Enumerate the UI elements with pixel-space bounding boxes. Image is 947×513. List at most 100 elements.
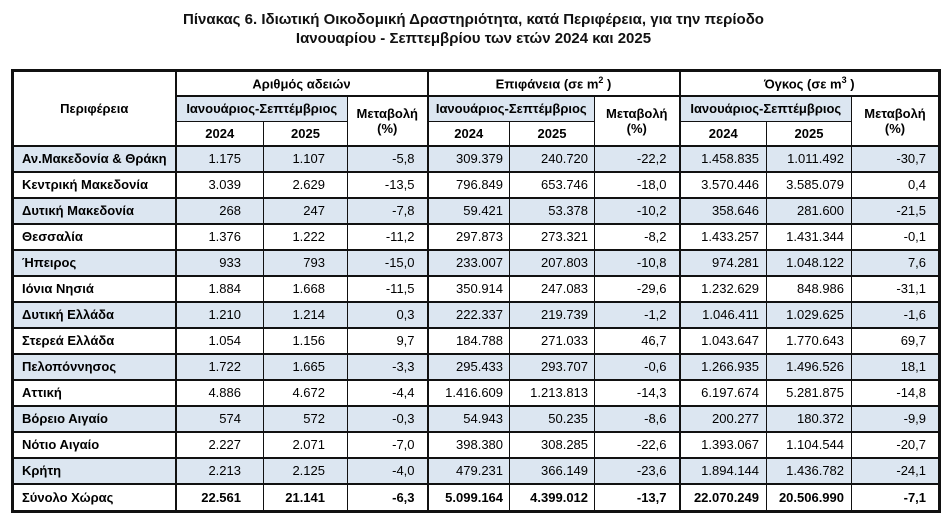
private-building-activity-table: Περιφέρεια Αριθμός αδειών Επιφάνεια (σε … — [11, 69, 942, 513]
region-cell: Σύνολο Χώρας — [12, 482, 177, 513]
region-cell: Κεντρική Μακεδονία — [12, 170, 177, 199]
value-cell: 2.629 — [263, 170, 348, 199]
group-label-suffix: ) — [846, 76, 855, 92]
value-cell: 4.886 — [175, 378, 264, 407]
value-cell: 184.788 — [426, 326, 511, 355]
value-cell: 974.281 — [678, 248, 768, 277]
value-cell: 574 — [175, 404, 264, 433]
value-cell: -22,2 — [594, 144, 681, 173]
value-cell: 1.668 — [263, 274, 348, 303]
change-label: Μεταβολή — [356, 105, 418, 121]
value-cell: 50.235 — [509, 404, 596, 433]
value-cell: 1.054 — [175, 326, 264, 355]
value-cell: -7,0 — [346, 430, 429, 459]
value-cell: 1.222 — [263, 222, 348, 251]
year-header-2025: 2025 — [509, 121, 596, 147]
value-cell: 7,6 — [851, 248, 941, 277]
value-cell: -7,1 — [851, 482, 941, 513]
table-row: Ιόνια Νησιά 1.884 1.668 -11,5 350.914 247.083… — [12, 274, 941, 303]
value-cell: 293.707 — [509, 352, 596, 381]
value-cell: 309.379 — [426, 144, 511, 173]
year-header-2025: 2025 — [766, 121, 853, 147]
group-header-surface: Επιφάνεια (σε m2 ) — [426, 69, 681, 97]
value-cell: 0,4 — [851, 170, 941, 199]
value-cell: 1.213.813 — [509, 378, 596, 407]
value-cell: 2.125 — [263, 456, 348, 485]
table-body: Αν.Μακεδονία & Θράκη 1.175 1.107 -5,8 309.37… — [12, 144, 941, 513]
change-unit: (%) — [626, 120, 647, 136]
region-cell: Δυτική Ελλάδα — [12, 300, 177, 329]
value-cell: -21,5 — [851, 196, 941, 225]
region-cell: Θεσσαλία — [12, 222, 177, 251]
value-cell: 1.046.411 — [678, 300, 768, 329]
value-cell: 1.210 — [175, 300, 264, 329]
table-row: Δυτική Μακεδονία 268 247 -7,8 59.421 53.378 -1… — [12, 196, 941, 225]
change-header-surface: Μεταβολή (%) — [594, 94, 681, 147]
value-cell: -31,1 — [851, 274, 941, 303]
value-cell: 9,7 — [346, 326, 429, 355]
value-cell: 1.496.526 — [766, 352, 853, 381]
table-row-total: Σύνολο Χώρας 22.561 21.141 -6,3 5.099.164 4.3… — [12, 482, 941, 513]
table-row: Νότιο Αιγαίο 2.227 2.071 -7,0 398.380 308.285… — [12, 430, 941, 459]
region-cell: Ήπειρος — [12, 248, 177, 277]
value-cell: -15,0 — [346, 248, 429, 277]
value-cell: -0,6 — [594, 352, 681, 381]
region-cell: Αττική — [12, 378, 177, 407]
value-cell: 1.048.122 — [766, 248, 853, 277]
value-cell: -3,3 — [346, 352, 429, 381]
value-cell: 69,7 — [851, 326, 941, 355]
value-cell: 233.007 — [426, 248, 511, 277]
value-cell: 0,3 — [346, 300, 429, 329]
value-cell: -4,0 — [346, 456, 429, 485]
value-cell: 18,1 — [851, 352, 941, 381]
value-cell: -6,3 — [346, 482, 429, 513]
year-header-2024: 2024 — [175, 121, 264, 147]
value-cell: -30,7 — [851, 144, 941, 173]
table-row: Αν.Μακεδονία & Θράκη 1.175 1.107 -5,8 309.37… — [12, 144, 941, 173]
value-cell: 1.029.625 — [766, 300, 853, 329]
change-header-permits: Μεταβολή (%) — [346, 94, 429, 147]
table-row: Πελοπόννησος 1.722 1.665 -3,3 295.433 293.707… — [12, 352, 941, 381]
value-cell: 247.083 — [509, 274, 596, 303]
value-cell: 1.175 — [175, 144, 264, 173]
value-cell: 21.141 — [263, 482, 348, 513]
value-cell: 1.458.835 — [678, 144, 768, 173]
value-cell: 3.570.446 — [678, 170, 768, 199]
value-cell: 848.986 — [766, 274, 853, 303]
change-unit: (%) — [884, 120, 906, 136]
value-cell: 350.914 — [426, 274, 511, 303]
value-cell: -24,1 — [851, 456, 941, 485]
region-cell: Στερεά Ελλάδα — [12, 326, 177, 355]
value-cell: -14,3 — [594, 378, 681, 407]
value-cell: 1.436.782 — [766, 456, 853, 485]
value-cell: 653.746 — [509, 170, 596, 199]
change-label: Μεταβολή — [606, 105, 668, 121]
region-cell: Βόρειο Αιγαίο — [12, 404, 177, 433]
value-cell: -22,6 — [594, 430, 681, 459]
value-cell: 366.149 — [509, 456, 596, 485]
value-cell: 1.416.609 — [426, 378, 511, 407]
title-line-2: Ιανουαρίου - Σεπτεμβρίου των ετών 2024 κ… — [295, 30, 652, 47]
value-cell: 308.285 — [509, 430, 596, 459]
value-cell: 273.321 — [509, 222, 596, 251]
value-cell: 1.266.935 — [678, 352, 768, 381]
value-cell: -18,0 — [594, 170, 681, 199]
value-cell: 479.231 — [426, 456, 511, 485]
value-cell: -29,6 — [594, 274, 681, 303]
value-cell: -9,9 — [851, 404, 941, 433]
group-header-permits: Αριθμός αδειών — [174, 69, 429, 97]
value-cell: 1.770.643 — [766, 326, 853, 355]
value-cell: -13,7 — [594, 482, 681, 513]
value-cell: -8,2 — [594, 222, 681, 251]
value-cell: 1.431.344 — [766, 222, 853, 251]
value-cell: 3.585.079 — [766, 170, 853, 199]
region-cell: Πελοπόννησος — [12, 352, 177, 381]
value-cell: -20,7 — [851, 430, 941, 459]
value-cell: 796.849 — [426, 170, 511, 199]
value-cell: 572 — [263, 404, 348, 433]
table-row: Αττική 4.886 4.672 -4,4 1.416.609 1.213.813 -1… — [12, 378, 941, 407]
value-cell: 5.281.875 — [766, 378, 853, 407]
value-cell: 180.372 — [766, 404, 853, 433]
value-cell: -7,8 — [346, 196, 429, 225]
value-cell: 240.720 — [509, 144, 596, 173]
